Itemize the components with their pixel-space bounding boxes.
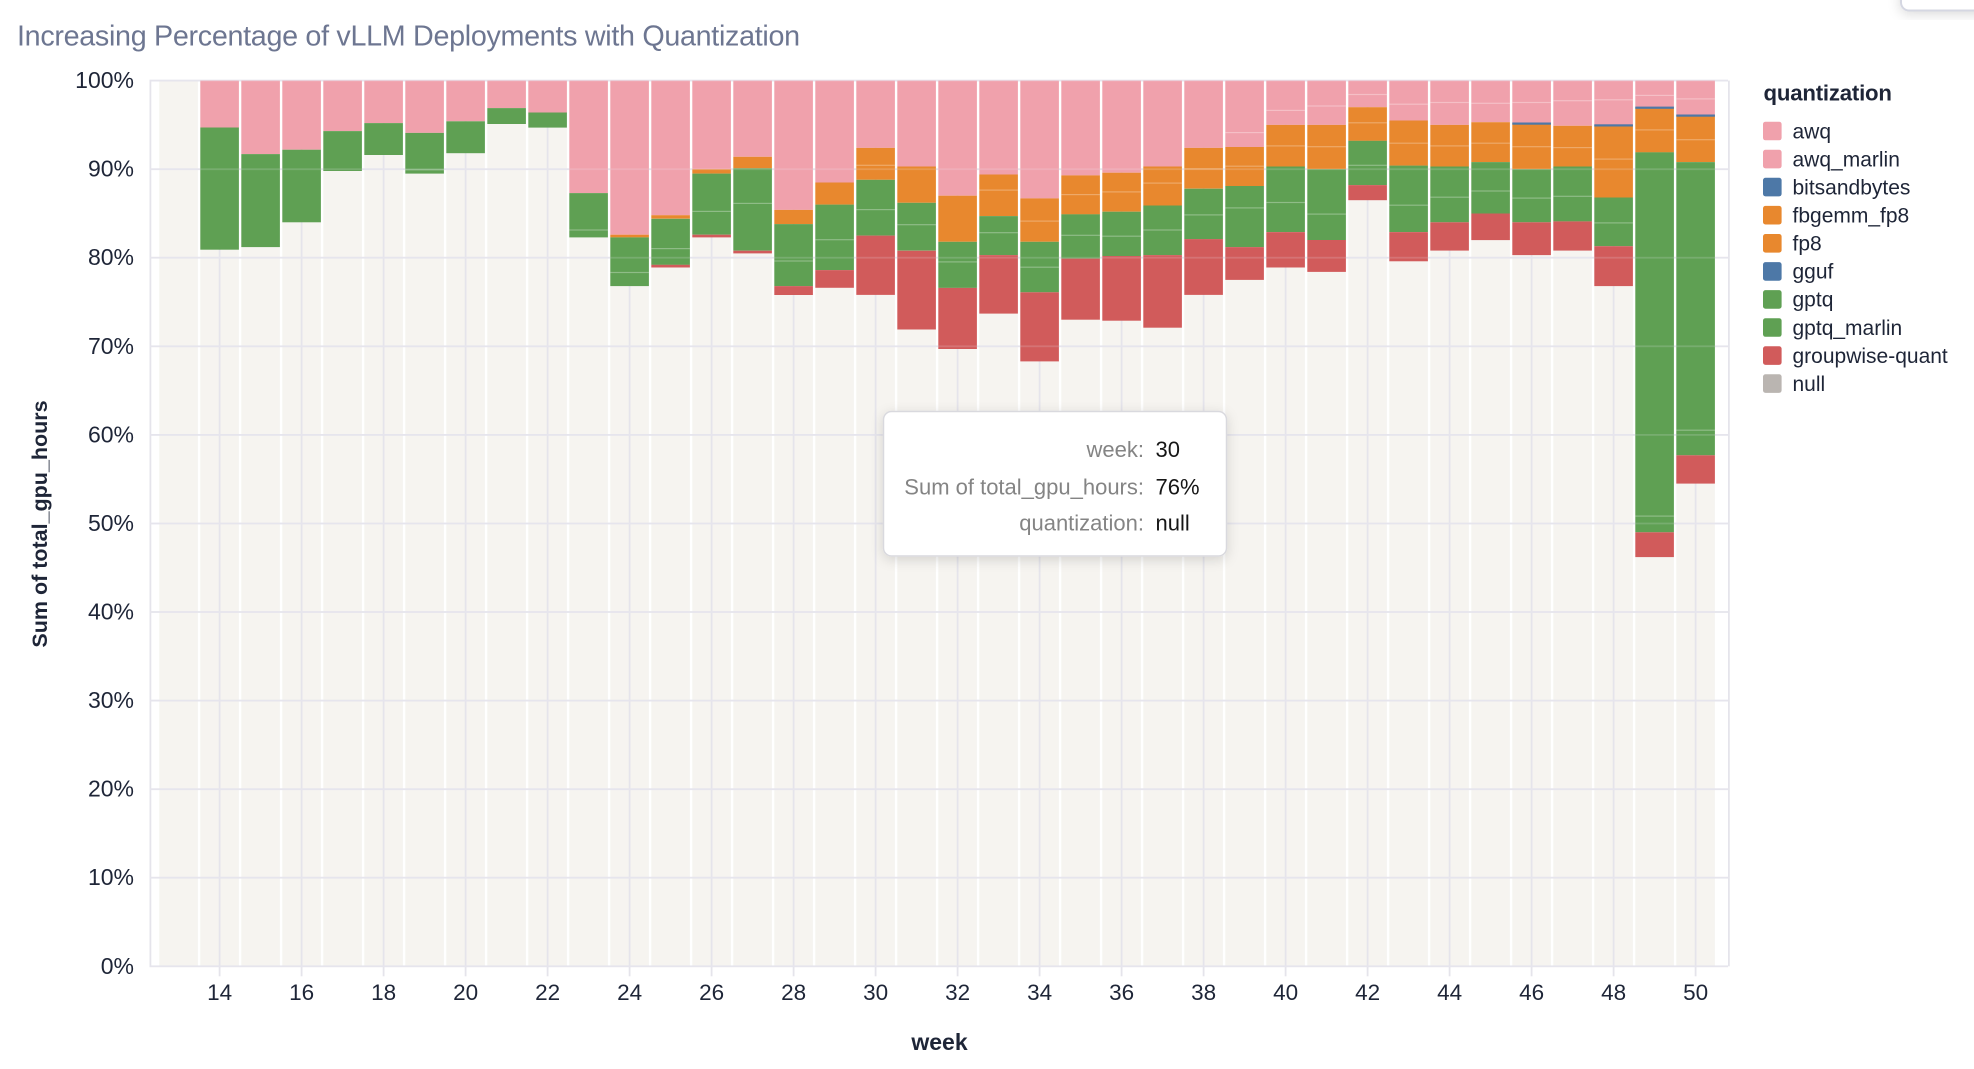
svg-text:60%: 60% (88, 421, 134, 447)
svg-text:28: 28 (781, 980, 806, 1005)
svg-text:32: 32 (945, 980, 970, 1005)
svg-text:fp8: fp8 (1793, 233, 1822, 256)
svg-text:100%: 100% (75, 67, 134, 93)
svg-text:50%: 50% (88, 510, 134, 536)
svg-text:14: 14 (207, 980, 232, 1005)
svg-text:Increasing Percentage of vLLM: Increasing Percentage of vLLM Deployment… (17, 21, 800, 53)
svg-text:76%: 76% (1156, 475, 1200, 500)
svg-text:44: 44 (1437, 980, 1462, 1005)
svg-text:30%: 30% (88, 687, 134, 713)
svg-text:bitsandbytes: bitsandbytes (1793, 176, 1911, 199)
svg-text:awq_marlin: awq_marlin (1793, 148, 1900, 171)
svg-text:quantization:: quantization: (1019, 511, 1144, 536)
svg-text:22: 22 (535, 980, 560, 1005)
svg-text:46: 46 (1519, 980, 1544, 1005)
svg-text:20%: 20% (88, 776, 134, 802)
svg-text:70%: 70% (88, 333, 134, 359)
svg-text:null: null (1793, 373, 1826, 396)
svg-text:38: 38 (1191, 980, 1216, 1005)
svg-text:Sum of total_gpu_hours: Sum of total_gpu_hours (28, 400, 52, 647)
svg-text:40: 40 (1273, 980, 1298, 1005)
svg-text:48: 48 (1601, 980, 1626, 1005)
svg-text:36: 36 (1109, 980, 1134, 1005)
svg-text:90%: 90% (88, 156, 134, 182)
svg-text:16: 16 (289, 980, 314, 1005)
svg-text:gptq_marlin: gptq_marlin (1793, 317, 1903, 340)
svg-text:null: null (1156, 511, 1190, 536)
svg-text:30: 30 (1156, 437, 1180, 462)
svg-text:40%: 40% (88, 599, 134, 625)
svg-text:50: 50 (1683, 980, 1708, 1005)
svg-text:fbgemm_fp8: fbgemm_fp8 (1793, 205, 1910, 228)
svg-text:gguf: gguf (1793, 261, 1834, 284)
svg-text:groupwise-quant: groupwise-quant (1793, 345, 1948, 368)
svg-text:Sum of total_gpu_hours:: Sum of total_gpu_hours: (904, 475, 1144, 500)
svg-text:awq: awq (1793, 120, 1832, 143)
svg-text:quantization: quantization (1764, 81, 1892, 106)
svg-text:34: 34 (1027, 980, 1052, 1005)
svg-text:week: week (910, 1029, 967, 1055)
svg-text:42: 42 (1355, 980, 1380, 1005)
svg-text:80%: 80% (88, 244, 134, 270)
svg-text:10%: 10% (88, 864, 134, 890)
svg-text:18: 18 (371, 980, 396, 1005)
svg-text:0%: 0% (101, 953, 134, 979)
svg-text:week:: week: (1086, 437, 1144, 462)
svg-text:30: 30 (863, 980, 888, 1005)
svg-text:gptq: gptq (1793, 289, 1834, 312)
svg-text:20: 20 (453, 980, 478, 1005)
svg-text:24: 24 (617, 980, 642, 1005)
svg-text:26: 26 (699, 980, 724, 1005)
